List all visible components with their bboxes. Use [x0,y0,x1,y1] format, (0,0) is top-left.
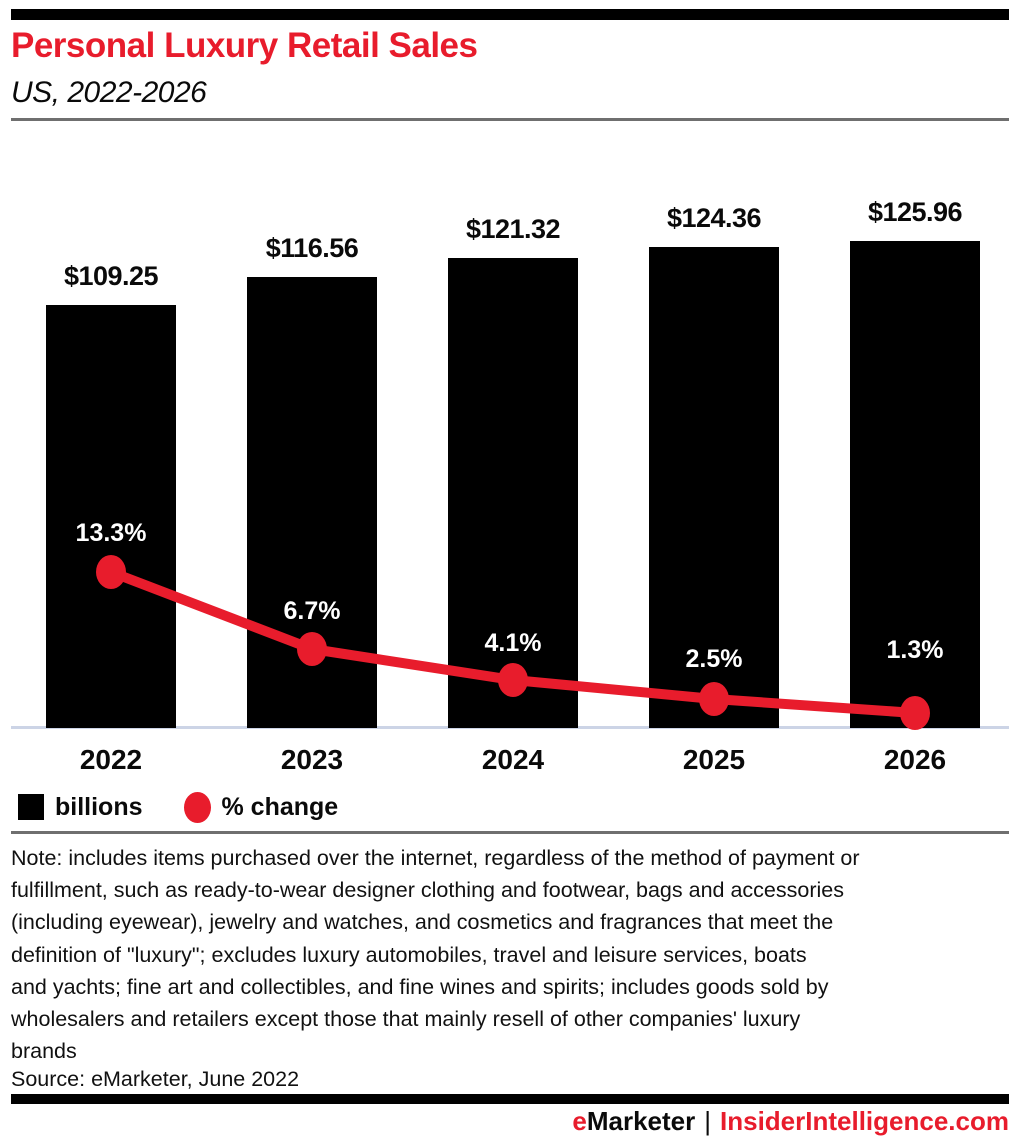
x-axis-label: 2026 [883,744,947,775]
brand-separator: | [704,1106,712,1136]
legend-label-billions: billions [55,793,143,821]
note-line: (including eyewear), jewelry and watches… [11,910,834,935]
top-accent-bar [11,9,1009,20]
note-line: brands [11,1039,77,1064]
brand-site-url: InsiderIntelligence.com [720,1106,1009,1136]
bar-value-label: $125.96 [867,197,963,227]
brand-line: eMarketer | InsiderIntelligence.com [572,1106,1009,1137]
legend-label-pct-change: % change [221,793,339,821]
pct-label: 2.5% [685,645,743,673]
note-line: definition of "luxury"; excludes luxury … [11,942,807,967]
x-axis-label: 2024 [481,744,545,775]
brand-name: Marketer [586,1106,696,1136]
page-title: Personal Luxury Retail Sales [11,26,478,65]
bar [247,277,377,728]
x-axis-label: 2022 [79,744,143,775]
line-series-swatch [183,791,211,823]
footnote-divider [11,831,1009,834]
pct-label: 1.3% [886,636,944,664]
bar-value-label: $121.32 [465,214,561,244]
note-text: Note: includes items purchased over the … [11,842,1006,1067]
x-axis-label: 2025 [682,744,746,775]
note-line: Note: includes items purchased over the … [11,846,860,870]
chart-area: $109.25 2022 13.3% $116.56 2023 6.7% $121.32 20… [0,140,1020,780]
header-divider [11,118,1009,121]
bar-value-label: $109.25 [63,261,159,291]
pct-label: 13.3% [75,519,147,547]
legend: billions % change [18,790,338,824]
note-line: fulfillment, such as ready-to-wear desig… [11,878,844,903]
pct-label: 4.1% [484,629,542,657]
bar-series-swatch [18,794,44,820]
page-subtitle: US, 2022-2026 [11,76,207,109]
x-axis-label: 2023 [280,744,344,775]
pct-label: 6.7% [283,597,341,625]
bar-value-label: $116.56 [265,233,359,263]
footer-accent-bar [11,1094,1009,1104]
bar-value-label: $124.36 [666,203,762,233]
source-text: Source: eMarketer, June 2022 [11,1067,300,1091]
note-line: wholesalers and retailers except those t… [11,1007,801,1032]
note-line: and yachts; fine art and collectibles, a… [11,974,829,999]
brand-prefix: e [572,1106,587,1136]
